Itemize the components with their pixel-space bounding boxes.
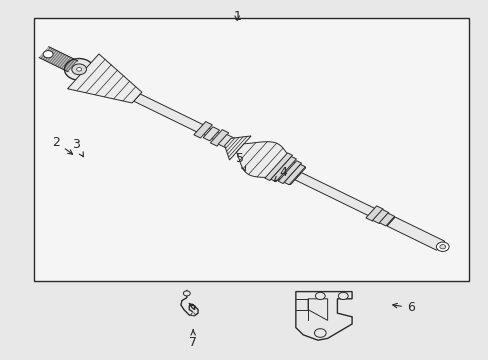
Circle shape bbox=[315, 292, 325, 300]
Circle shape bbox=[435, 242, 448, 251]
Circle shape bbox=[64, 59, 94, 80]
Polygon shape bbox=[269, 158, 305, 185]
Polygon shape bbox=[193, 122, 212, 138]
Polygon shape bbox=[379, 213, 394, 226]
Bar bbox=[34, 18, 468, 281]
Polygon shape bbox=[133, 94, 206, 134]
Polygon shape bbox=[224, 136, 250, 160]
Circle shape bbox=[183, 291, 190, 296]
Text: 3: 3 bbox=[72, 138, 83, 157]
Text: 4: 4 bbox=[274, 166, 287, 181]
Polygon shape bbox=[307, 299, 327, 320]
Circle shape bbox=[77, 68, 81, 71]
Circle shape bbox=[314, 329, 325, 337]
Text: 2: 2 bbox=[52, 136, 72, 154]
Circle shape bbox=[338, 292, 347, 300]
Polygon shape bbox=[236, 142, 287, 177]
Polygon shape bbox=[386, 217, 444, 250]
Polygon shape bbox=[365, 206, 383, 221]
Polygon shape bbox=[369, 209, 394, 226]
Polygon shape bbox=[218, 135, 233, 147]
Circle shape bbox=[439, 244, 445, 249]
Polygon shape bbox=[264, 153, 292, 180]
Circle shape bbox=[191, 313, 195, 316]
Polygon shape bbox=[67, 54, 142, 103]
Polygon shape bbox=[372, 210, 388, 224]
Text: 6: 6 bbox=[392, 301, 414, 314]
Circle shape bbox=[43, 51, 53, 58]
Polygon shape bbox=[294, 172, 377, 217]
Circle shape bbox=[72, 64, 86, 75]
Polygon shape bbox=[270, 157, 296, 182]
Polygon shape bbox=[278, 161, 301, 184]
Text: 1: 1 bbox=[233, 10, 241, 23]
Polygon shape bbox=[210, 130, 228, 146]
Text: 7: 7 bbox=[189, 330, 197, 348]
Polygon shape bbox=[203, 127, 219, 141]
Text: 5: 5 bbox=[235, 152, 245, 171]
Polygon shape bbox=[284, 165, 305, 185]
Polygon shape bbox=[199, 126, 230, 145]
Polygon shape bbox=[295, 292, 351, 340]
